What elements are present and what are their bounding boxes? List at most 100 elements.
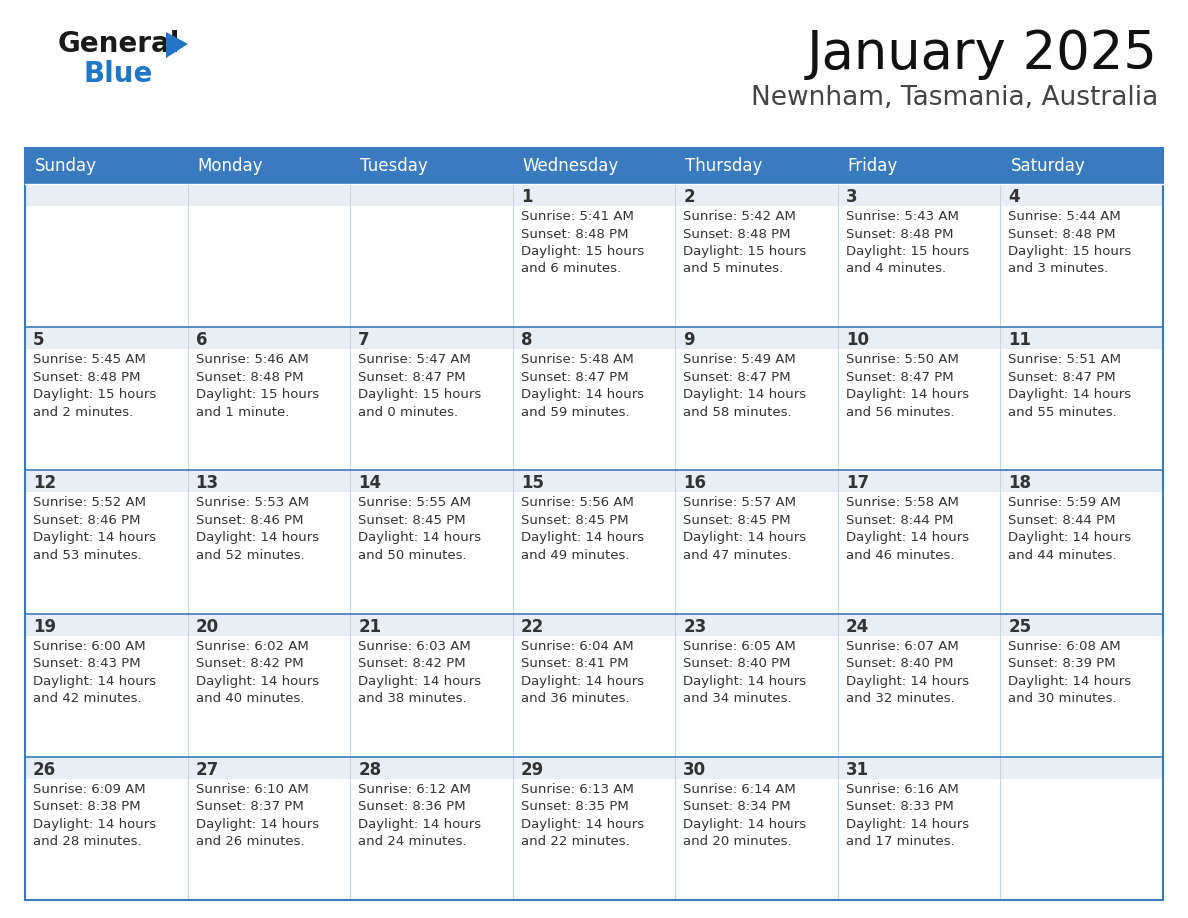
Text: Sunrise: 5:43 AM
Sunset: 8:48 PM
Daylight: 15 hours
and 4 minutes.: Sunrise: 5:43 AM Sunset: 8:48 PM Dayligh… <box>846 210 969 275</box>
Bar <box>513 327 675 349</box>
Text: 4: 4 <box>1009 188 1020 206</box>
Text: Sunrise: 6:08 AM
Sunset: 8:39 PM
Daylight: 14 hours
and 30 minutes.: Sunrise: 6:08 AM Sunset: 8:39 PM Dayligh… <box>1009 640 1131 705</box>
Bar <box>838 778 1000 900</box>
Bar <box>25 756 188 778</box>
Text: Sunrise: 5:52 AM
Sunset: 8:46 PM
Daylight: 14 hours
and 53 minutes.: Sunrise: 5:52 AM Sunset: 8:46 PM Dayligh… <box>33 497 156 562</box>
Bar <box>350 327 513 349</box>
Bar <box>838 635 1000 756</box>
Text: 23: 23 <box>683 618 707 635</box>
Bar <box>188 206 350 327</box>
Bar <box>1000 635 1163 756</box>
Text: 31: 31 <box>846 761 868 778</box>
Bar <box>675 349 838 470</box>
Bar <box>1000 778 1163 900</box>
Text: 22: 22 <box>520 618 544 635</box>
Bar <box>188 613 350 635</box>
Bar <box>1000 470 1163 492</box>
Text: Wednesday: Wednesday <box>523 157 619 175</box>
Bar <box>25 184 188 206</box>
Bar <box>188 327 350 349</box>
Text: Sunrise: 6:00 AM
Sunset: 8:43 PM
Daylight: 14 hours
and 42 minutes.: Sunrise: 6:00 AM Sunset: 8:43 PM Dayligh… <box>33 640 156 705</box>
Text: Sunrise: 5:55 AM
Sunset: 8:45 PM
Daylight: 14 hours
and 50 minutes.: Sunrise: 5:55 AM Sunset: 8:45 PM Dayligh… <box>358 497 481 562</box>
Text: Blue: Blue <box>83 60 152 88</box>
Text: January 2025: January 2025 <box>807 28 1158 80</box>
Bar <box>1000 492 1163 613</box>
Bar <box>25 778 188 900</box>
Text: Sunrise: 6:03 AM
Sunset: 8:42 PM
Daylight: 14 hours
and 38 minutes.: Sunrise: 6:03 AM Sunset: 8:42 PM Dayligh… <box>358 640 481 705</box>
Bar <box>675 184 838 206</box>
Bar <box>838 613 1000 635</box>
Text: 20: 20 <box>196 618 219 635</box>
Text: 6: 6 <box>196 331 207 349</box>
Text: Sunrise: 5:51 AM
Sunset: 8:47 PM
Daylight: 14 hours
and 55 minutes.: Sunrise: 5:51 AM Sunset: 8:47 PM Dayligh… <box>1009 353 1131 419</box>
Bar <box>25 635 188 756</box>
Bar <box>838 184 1000 206</box>
Bar <box>25 327 188 349</box>
Text: Sunrise: 6:02 AM
Sunset: 8:42 PM
Daylight: 14 hours
and 40 minutes.: Sunrise: 6:02 AM Sunset: 8:42 PM Dayligh… <box>196 640 318 705</box>
Bar <box>1000 613 1163 635</box>
Bar <box>188 778 350 900</box>
Bar <box>1000 184 1163 206</box>
Bar <box>1000 756 1163 778</box>
Bar <box>350 184 513 206</box>
Text: Sunday: Sunday <box>34 157 97 175</box>
Bar <box>188 492 350 613</box>
Text: 14: 14 <box>358 475 381 492</box>
Bar <box>513 206 675 327</box>
Text: Sunrise: 6:09 AM
Sunset: 8:38 PM
Daylight: 14 hours
and 28 minutes.: Sunrise: 6:09 AM Sunset: 8:38 PM Dayligh… <box>33 783 156 848</box>
Text: Sunrise: 5:41 AM
Sunset: 8:48 PM
Daylight: 15 hours
and 6 minutes.: Sunrise: 5:41 AM Sunset: 8:48 PM Dayligh… <box>520 210 644 275</box>
Bar <box>188 635 350 756</box>
Text: Tuesday: Tuesday <box>360 157 428 175</box>
Bar <box>675 470 838 492</box>
Text: Sunrise: 6:14 AM
Sunset: 8:34 PM
Daylight: 14 hours
and 20 minutes.: Sunrise: 6:14 AM Sunset: 8:34 PM Dayligh… <box>683 783 807 848</box>
Text: Sunrise: 5:53 AM
Sunset: 8:46 PM
Daylight: 14 hours
and 52 minutes.: Sunrise: 5:53 AM Sunset: 8:46 PM Dayligh… <box>196 497 318 562</box>
Bar <box>675 206 838 327</box>
Bar <box>675 492 838 613</box>
Text: Sunrise: 6:12 AM
Sunset: 8:36 PM
Daylight: 14 hours
and 24 minutes.: Sunrise: 6:12 AM Sunset: 8:36 PM Dayligh… <box>358 783 481 848</box>
Bar <box>1000 206 1163 327</box>
Bar <box>350 635 513 756</box>
Text: 3: 3 <box>846 188 858 206</box>
Bar <box>188 184 350 206</box>
Bar <box>513 492 675 613</box>
Text: 10: 10 <box>846 331 868 349</box>
Bar <box>350 613 513 635</box>
Text: 27: 27 <box>196 761 219 778</box>
Text: Sunrise: 6:16 AM
Sunset: 8:33 PM
Daylight: 14 hours
and 17 minutes.: Sunrise: 6:16 AM Sunset: 8:33 PM Dayligh… <box>846 783 969 848</box>
Text: Monday: Monday <box>197 157 263 175</box>
Text: 2: 2 <box>683 188 695 206</box>
Polygon shape <box>166 32 188 58</box>
Text: 16: 16 <box>683 475 707 492</box>
Bar <box>25 148 1163 184</box>
Bar <box>513 470 675 492</box>
Text: Sunrise: 5:46 AM
Sunset: 8:48 PM
Daylight: 15 hours
and 1 minute.: Sunrise: 5:46 AM Sunset: 8:48 PM Dayligh… <box>196 353 318 419</box>
Bar <box>675 613 838 635</box>
Bar <box>25 613 188 635</box>
Text: 24: 24 <box>846 618 870 635</box>
Bar <box>838 327 1000 349</box>
Bar <box>1000 349 1163 470</box>
Text: Sunrise: 5:42 AM
Sunset: 8:48 PM
Daylight: 15 hours
and 5 minutes.: Sunrise: 5:42 AM Sunset: 8:48 PM Dayligh… <box>683 210 807 275</box>
Text: Friday: Friday <box>848 157 898 175</box>
Text: Sunrise: 6:04 AM
Sunset: 8:41 PM
Daylight: 14 hours
and 36 minutes.: Sunrise: 6:04 AM Sunset: 8:41 PM Dayligh… <box>520 640 644 705</box>
Bar <box>25 470 188 492</box>
Bar <box>350 206 513 327</box>
Bar <box>350 470 513 492</box>
Bar <box>838 206 1000 327</box>
Text: 17: 17 <box>846 475 868 492</box>
Bar <box>838 756 1000 778</box>
Bar <box>350 778 513 900</box>
Text: 30: 30 <box>683 761 707 778</box>
Bar <box>838 349 1000 470</box>
Bar <box>838 470 1000 492</box>
Text: Sunrise: 5:45 AM
Sunset: 8:48 PM
Daylight: 15 hours
and 2 minutes.: Sunrise: 5:45 AM Sunset: 8:48 PM Dayligh… <box>33 353 157 419</box>
Bar <box>350 756 513 778</box>
Bar <box>675 635 838 756</box>
Bar <box>675 327 838 349</box>
Bar <box>513 184 675 206</box>
Text: 26: 26 <box>33 761 56 778</box>
Text: 7: 7 <box>358 331 369 349</box>
Text: Sunrise: 5:59 AM
Sunset: 8:44 PM
Daylight: 14 hours
and 44 minutes.: Sunrise: 5:59 AM Sunset: 8:44 PM Dayligh… <box>1009 497 1131 562</box>
Text: Sunrise: 6:10 AM
Sunset: 8:37 PM
Daylight: 14 hours
and 26 minutes.: Sunrise: 6:10 AM Sunset: 8:37 PM Dayligh… <box>196 783 318 848</box>
Text: 25: 25 <box>1009 618 1031 635</box>
